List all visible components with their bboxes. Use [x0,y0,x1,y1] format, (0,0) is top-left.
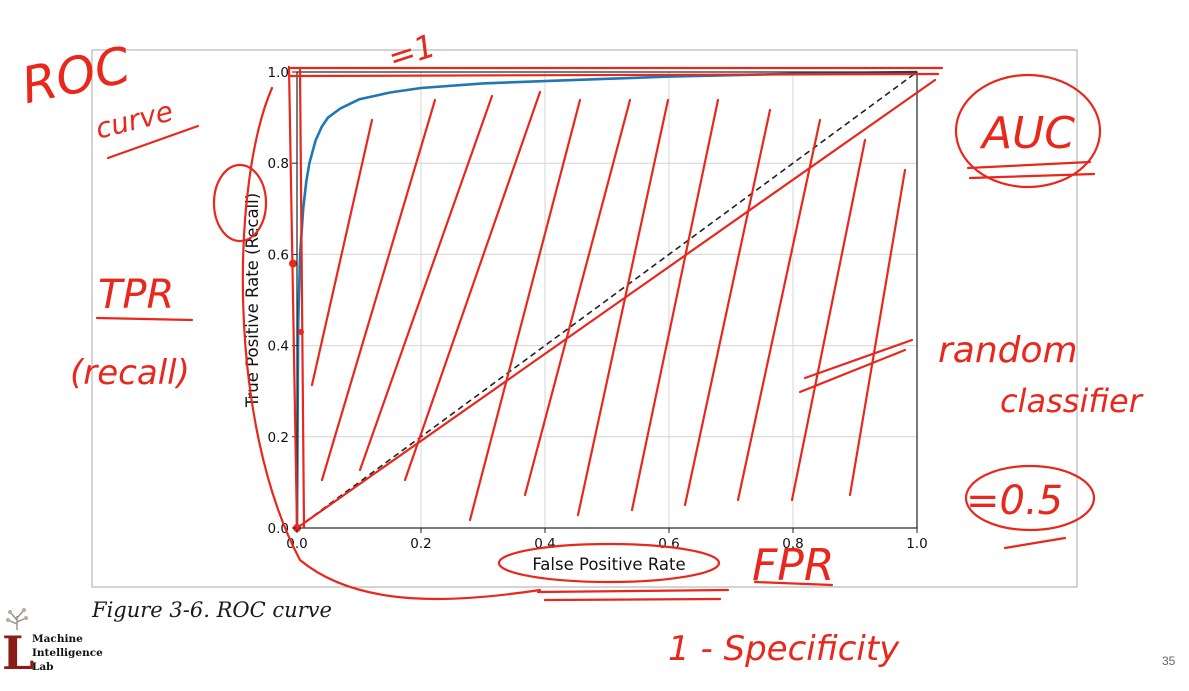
ink-recall: (recall) [70,353,190,393]
ink-random: random [938,330,1078,371]
logo-line-1: Machine [32,633,83,645]
ink-arrow-random [798,338,914,394]
x-tick-label: 0.2 [410,536,431,552]
y-tick-label: 0.2 [268,430,289,446]
y-axis-label: True Positive Rate (Recall) [243,193,262,408]
ink-underline-fpr [536,588,730,602]
ink-hatch-6 [523,98,632,497]
ink-top-box [289,66,944,78]
ink-hatch-3 [358,94,494,472]
logo-line-3: Lab [32,661,54,673]
ink-hatch-2 [320,98,437,482]
ink-circle-auc [954,73,1102,189]
ink-specificity: 1 - Specificity [668,629,900,669]
ink-annotations [95,65,1102,602]
x-tick-label: 0.6 [658,536,679,552]
ink-underline-tpr [95,316,194,322]
lab-logo: L Machine Intelligence Lab [0,606,103,686]
ink-circle-xlabel [497,542,721,584]
ink-half-tail [1003,536,1067,550]
y-tick-label: 0.6 [268,247,289,263]
ink-tpr: TPR [98,272,174,318]
ink-diagonal [295,78,937,530]
ink-fpr: FPR [752,540,834,591]
ink-hatch-5 [468,98,582,522]
ink-underline-fpr2 [753,580,834,587]
x-tick-label: 0.0 [286,536,307,552]
ink-hatch-10 [736,118,822,502]
ink-circle-recall [212,163,268,243]
ink-hatch-1 [310,118,374,387]
logo-mark: L [2,626,35,680]
logo-text: Machine Intelligence Lab [32,632,103,674]
ink-circle-half [964,464,1096,532]
x-tick-label: 0.8 [782,536,803,552]
y-tick-label: 0.4 [268,339,289,355]
y-tick-label: 1.0 [268,65,289,81]
ink-hatch-7 [576,98,670,517]
y-tick-label: 0.8 [268,156,289,172]
ink-left-arc [241,86,542,601]
figure-frame [91,49,1078,588]
ink-hatch-11 [790,138,867,502]
ink-underline-curve [106,124,200,160]
ink-hatch-9 [683,108,772,507]
x-axis-label: False Positive Rate [532,555,685,574]
ink-classifier: classifier [1000,382,1144,420]
ink-half: =0.5 [966,478,1063,524]
page-number: 35 [1162,654,1176,668]
tree-icon [6,608,28,630]
ink-hatch-12 [848,168,907,497]
ink-left-box [287,65,306,530]
ink-hatch-4 [403,90,542,482]
plot-area [296,71,918,529]
ink-auc: AUC [979,108,1075,159]
logo-line-2: Intelligence [32,647,103,659]
figure-caption: Figure 3-6. ROC curve [92,598,332,622]
ink-hatch-8 [630,98,720,512]
x-tick-label: 1.0 [906,536,927,552]
